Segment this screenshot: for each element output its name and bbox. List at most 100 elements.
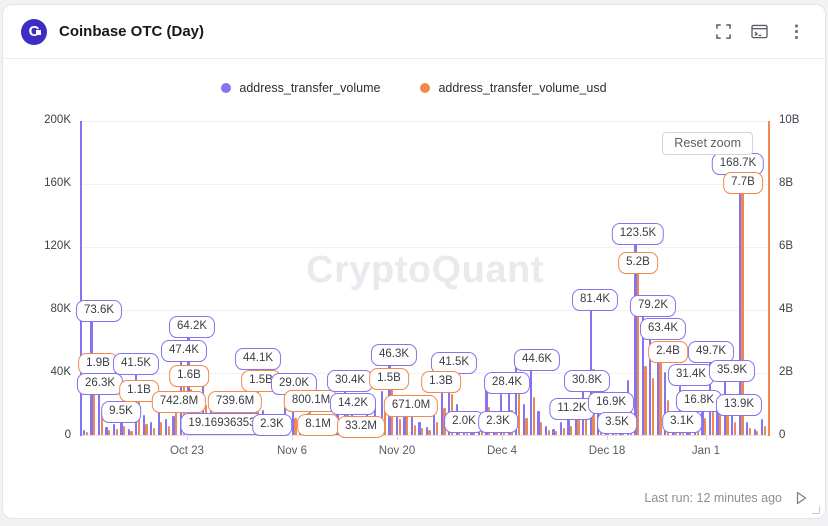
bar-volume[interactable] (164, 419, 168, 435)
bar-usd[interactable] (175, 411, 178, 435)
bar-usd[interactable] (763, 425, 766, 435)
bar-volume[interactable] (448, 369, 451, 435)
bar-volume[interactable] (381, 390, 384, 435)
bar-volume[interactable] (664, 372, 667, 435)
bar-volume[interactable] (522, 403, 525, 435)
bar-usd[interactable] (733, 422, 737, 435)
bar-usd[interactable] (122, 426, 126, 435)
bar-volume[interactable] (649, 335, 652, 435)
bar-volume[interactable] (418, 422, 421, 435)
bar-volume[interactable] (395, 406, 399, 435)
bar-usd[interactable] (741, 192, 744, 435)
bar-volume[interactable] (492, 431, 496, 435)
bar-usd[interactable] (495, 432, 498, 435)
bar-volume[interactable] (142, 414, 145, 435)
bar-volume[interactable] (746, 422, 749, 435)
bar-usd[interactable] (651, 378, 655, 435)
bar-usd[interactable] (637, 271, 640, 435)
bar-usd[interactable] (674, 431, 677, 435)
bar-usd[interactable] (540, 421, 543, 435)
bar-volume[interactable] (515, 353, 518, 435)
bar-volume[interactable] (425, 427, 428, 435)
bar-volume[interactable] (760, 419, 764, 435)
reset-zoom-button[interactable]: Reset zoom (662, 132, 753, 155)
bar-usd[interactable] (555, 431, 558, 435)
bar-volume[interactable] (105, 427, 108, 435)
bar-usd[interactable] (704, 417, 707, 435)
bar-usd[interactable] (644, 365, 647, 435)
legend-item-usd[interactable]: address_transfer_volume_usd (420, 81, 607, 95)
bar-usd[interactable] (160, 421, 163, 435)
bar-usd[interactable] (711, 390, 714, 435)
bar-usd[interactable] (435, 422, 439, 435)
bar-usd[interactable] (748, 428, 752, 435)
console-button[interactable] (749, 22, 770, 41)
bar-usd[interactable] (517, 390, 521, 435)
bar-volume[interactable] (97, 393, 101, 435)
bar-volume[interactable] (112, 423, 116, 435)
kebab-menu-button[interactable]: ⋮ (786, 20, 807, 44)
data-label: 16.9K (587, 392, 635, 414)
bar-volume[interactable] (753, 428, 756, 435)
bar-volume[interactable] (530, 364, 533, 435)
bar-usd[interactable] (294, 417, 297, 435)
bar-volume[interactable] (462, 431, 466, 435)
bar-usd[interactable] (115, 428, 118, 435)
bar-usd[interactable] (93, 375, 96, 435)
bar-volume[interactable] (157, 411, 160, 435)
bar-volume[interactable] (731, 413, 734, 435)
bar-volume[interactable] (641, 310, 645, 435)
bar-usd[interactable] (413, 424, 416, 435)
data-label: 739.6M (207, 391, 263, 413)
x-axis-label: Nov 6 (276, 445, 308, 457)
resize-handle[interactable] (812, 506, 820, 514)
bar-volume[interactable] (544, 425, 548, 435)
bar-usd[interactable] (465, 433, 468, 435)
bar-volume[interactable] (172, 416, 175, 435)
bar-volume[interactable] (485, 383, 488, 435)
bar-usd[interactable] (547, 429, 550, 435)
bar-volume[interactable] (552, 428, 555, 435)
bar-usd[interactable] (525, 417, 528, 435)
bar-volume[interactable] (738, 169, 741, 435)
fullscreen-button[interactable] (714, 22, 733, 41)
bar-volume[interactable] (127, 428, 130, 435)
bar-usd[interactable] (406, 413, 409, 435)
bar-usd[interactable] (420, 428, 424, 435)
bar-volume[interactable] (537, 411, 540, 435)
bar-volume[interactable] (634, 240, 637, 435)
bar-volume[interactable] (567, 417, 570, 435)
bar-usd[interactable] (569, 425, 573, 435)
bar-usd[interactable] (562, 428, 565, 435)
bar-volume[interactable] (433, 411, 436, 435)
bar-usd[interactable] (428, 430, 431, 435)
bar-usd[interactable] (85, 431, 88, 435)
bar-usd[interactable] (718, 410, 722, 435)
legend-item-volume[interactable]: address_transfer_volume (221, 81, 380, 95)
bar-usd[interactable] (756, 431, 759, 435)
bar-usd[interactable] (659, 359, 662, 435)
bar-usd[interactable] (100, 412, 103, 435)
bar-usd[interactable] (145, 423, 148, 435)
bar-usd[interactable] (577, 419, 580, 435)
bar-volume[interactable] (291, 389, 294, 435)
bar-volume[interactable] (410, 416, 414, 435)
bar-usd[interactable] (152, 428, 156, 435)
chart-legend: address_transfer_volume address_transfer… (3, 81, 825, 95)
bar-volume[interactable] (440, 387, 443, 435)
bar-volume[interactable] (150, 422, 153, 435)
bar-volume[interactable] (701, 403, 704, 435)
bar-usd[interactable] (532, 397, 535, 435)
bar-usd[interactable] (584, 408, 588, 435)
bar-usd[interactable] (130, 431, 133, 435)
bar-volume[interactable] (559, 422, 563, 435)
bar-usd[interactable] (167, 426, 170, 435)
bar-usd[interactable] (726, 403, 729, 435)
run-query-button[interactable] (791, 488, 811, 508)
bar-volume[interactable] (120, 420, 123, 435)
bar-volume[interactable] (574, 406, 577, 435)
bar-volume[interactable] (83, 430, 86, 435)
bar-volume[interactable] (656, 348, 659, 435)
bar-usd[interactable] (398, 419, 401, 435)
bar-usd[interactable] (108, 430, 111, 435)
